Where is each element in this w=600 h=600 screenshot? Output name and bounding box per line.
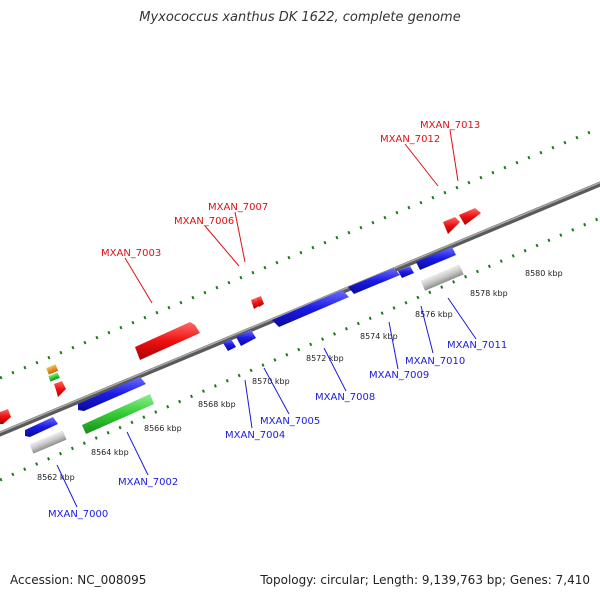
scale-labels: 8562 kbp 8564 kbp 8566 kbp 8568 kbp 8570… [37, 269, 563, 482]
gene-label[interactable]: MXAN_7009 [369, 370, 429, 381]
gene-MXAN_7004[interactable] [223, 339, 236, 351]
gene-MXAN_7003[interactable] [135, 322, 200, 360]
gene-label[interactable]: MXAN_7003 [101, 248, 161, 259]
gene-feature[interactable] [0, 409, 11, 424]
bottom-leader-lines [56, 297, 477, 508]
gene-label[interactable]: MXAN_7000 [48, 509, 108, 520]
accession-text: Accession: NC_008095 [10, 573, 147, 587]
scale-label: 8574 kbp [360, 332, 398, 341]
genome-summary-text: Topology: circular; Length: 9,139,763 bp… [260, 573, 590, 587]
scale-label: 8576 kbp [415, 310, 453, 319]
gene-MXAN_7005[interactable] [236, 330, 256, 346]
gene-label[interactable]: MXAN_7007 [208, 202, 268, 213]
gene-MXAN_7012[interactable] [443, 217, 460, 234]
gene-MXAN_7013[interactable] [459, 208, 481, 225]
gene-MXAN_7011[interactable] [420, 264, 464, 291]
scale-label: 8562 kbp [37, 473, 75, 482]
gene-MXAN_7010[interactable] [398, 266, 414, 278]
upper-tick-track [0, 126, 600, 380]
genome-map: 8562 kbp 8564 kbp 8566 kbp 8568 kbp 8570… [0, 120, 600, 520]
gene-label[interactable]: MXAN_7013 [420, 120, 480, 131]
gene-label[interactable]: MXAN_7011 [447, 340, 507, 351]
gene-label[interactable]: MXAN_7004 [225, 430, 285, 441]
gene-feature[interactable] [416, 247, 456, 270]
map-title: Myxococcus xanthus DK 1622, complete gen… [139, 10, 461, 25]
gene-label[interactable]: MXAN_7002 [118, 477, 178, 488]
lower-tick-track [0, 216, 600, 482]
scale-label: 8564 kbp [91, 448, 129, 457]
gene-feature[interactable] [78, 377, 146, 411]
backbone-highlight [0, 181, 600, 434]
gene-MXAN_7009[interactable] [348, 268, 400, 294]
top-leader-lines [124, 129, 459, 304]
gene-feature[interactable] [54, 381, 66, 397]
gene-label[interactable]: MXAN_7005 [260, 416, 320, 427]
gene-MXAN_7008[interactable] [272, 290, 349, 327]
gene-feature[interactable] [25, 417, 58, 437]
scale-label: 8566 kbp [144, 424, 182, 433]
top-gene-labels: MXAN_7003 MXAN_7006 MXAN_7007 MXAN_7012 … [101, 120, 480, 259]
gene-label[interactable]: MXAN_7010 [405, 356, 465, 367]
scale-label: 8572 kbp [306, 354, 344, 363]
scale-label: 8568 kbp [198, 400, 236, 409]
bottom-gene-labels: MXAN_7000 MXAN_7002 MXAN_7004 MXAN_7005 … [48, 340, 507, 520]
pseudogene-feature[interactable] [29, 430, 67, 454]
scale-label: 8580 kbp [525, 269, 563, 278]
gene-feature[interactable] [46, 364, 59, 375]
scale-label: 8578 kbp [470, 289, 508, 298]
gene-feature[interactable] [48, 372, 60, 382]
gene-feature[interactable] [256, 296, 264, 307]
gene-label[interactable]: MXAN_7012 [380, 134, 440, 145]
gene-MXAN_7002[interactable] [82, 394, 154, 434]
gene-label[interactable]: MXAN_7008 [315, 392, 375, 403]
gene-label[interactable]: MXAN_7006 [174, 216, 234, 227]
